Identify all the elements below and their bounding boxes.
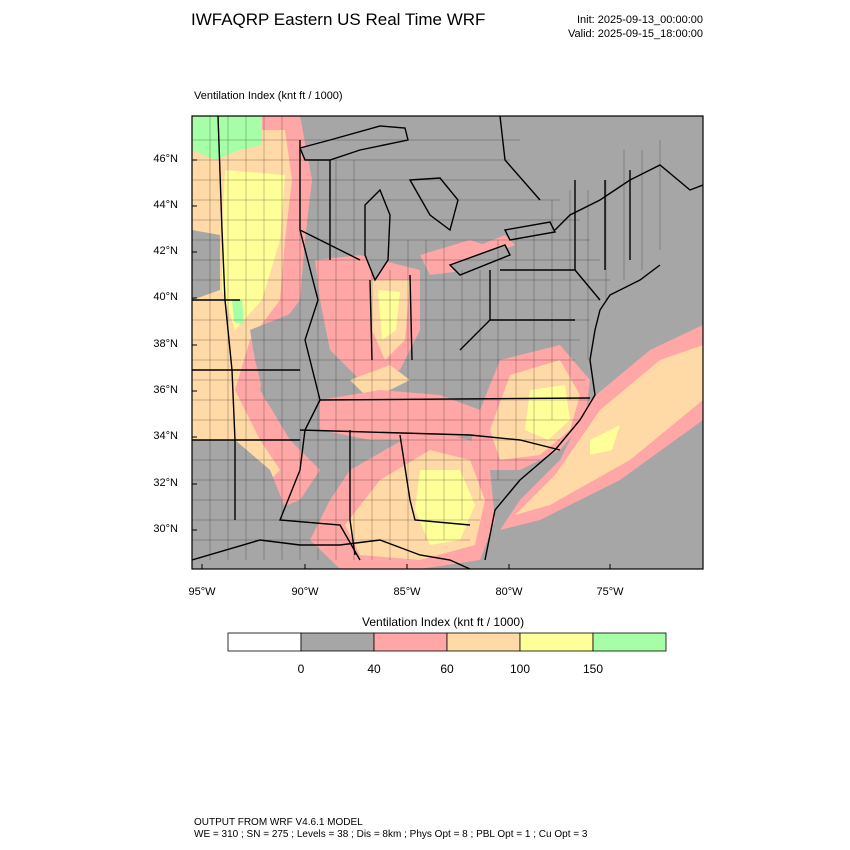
colorbar-swatch-60-100	[446, 632, 521, 652]
coastlines	[192, 116, 703, 569]
field-region-west-grey	[192, 230, 220, 300]
lake-superior	[300, 126, 408, 160]
colorbar-swatch-above-150	[592, 632, 667, 652]
lon-tick-75: 75°W	[596, 586, 624, 598]
lat-tick-36: 36°N	[153, 384, 178, 396]
colorbar-swatch-below-0	[227, 632, 302, 652]
field-region-green-small	[232, 300, 244, 325]
field-region-ozark-grey	[250, 310, 330, 420]
field-region-offshore-yellow	[590, 425, 620, 455]
field-region-tn-pink	[320, 390, 500, 440]
map-frame	[191, 115, 704, 570]
lat-tick-38: 38°N	[153, 338, 178, 350]
field-region-west-yellow	[222, 170, 285, 330]
colorbar-label-60: 60	[440, 662, 454, 676]
axis-ticks	[192, 159, 611, 569]
footer-line-2: WE = 310 ; SN = 275 ; Levels = 38 ; Dis …	[194, 829, 588, 840]
colorbar-title: Ventilation Index (knt ft / 1000)	[362, 615, 525, 629]
colorbar-label-40: 40	[367, 662, 381, 676]
run-time-info: Init: 2025-09-13_00:00:00 Valid: 2025-09…	[568, 13, 703, 41]
lon-tick-90: 90°W	[291, 586, 319, 598]
lake-huron	[410, 178, 458, 230]
state-borders	[192, 116, 631, 561]
field-region-ky-orange	[350, 365, 410, 400]
valid-time: Valid: 2025-09-15_18:00:00	[568, 28, 703, 40]
lat-tick-46: 46°N	[153, 153, 178, 165]
lat-tick-40: 40°N	[153, 291, 178, 303]
init-time: Init: 2025-09-13_00:00:00	[577, 14, 703, 26]
field-region-green	[192, 116, 262, 160]
lake-ontario	[505, 222, 555, 240]
lat-tick-44: 44°N	[153, 199, 178, 211]
field-region-offshore-orange	[515, 345, 703, 515]
lon-tick-80: 80°W	[495, 586, 523, 598]
field-region-central-yellow	[378, 290, 400, 340]
colorbar-swatch-100-150	[519, 632, 594, 652]
lon-tick-95: 95°W	[188, 586, 216, 598]
lake-michigan	[365, 190, 390, 280]
colorbar-label-100: 100	[509, 662, 531, 676]
colorbar	[227, 632, 667, 652]
model-footer: OUTPUT FROM WRF V4.6.1 MODEL WE = 310 ; …	[194, 817, 587, 841]
colorbar-swatch-40-60	[373, 632, 448, 652]
lat-tick-30: 30°N	[153, 523, 178, 535]
map-field-label: Ventilation Index (knt ft / 1000)	[194, 90, 343, 102]
colorbar-label-150: 150	[582, 662, 604, 676]
lat-tick-42: 42°N	[153, 245, 178, 257]
map-plot-area	[192, 116, 703, 569]
field-region-sw-grey	[192, 440, 290, 530]
footer-line-1: OUTPUT FROM WRF V4.6.1 MODEL	[194, 817, 363, 828]
colorbar-swatch-0-40	[300, 632, 375, 652]
colorbar-label-0: 0	[297, 662, 305, 676]
page-title: IWFAQRP Eastern US Real Time WRF	[191, 10, 486, 29]
lat-tick-32: 32°N	[153, 477, 178, 489]
field-region-lakes-pink	[420, 240, 500, 275]
lon-tick-85: 85°W	[393, 586, 421, 598]
field-region-se-yellow	[415, 470, 475, 545]
lat-tick-34: 34°N	[153, 430, 178, 442]
